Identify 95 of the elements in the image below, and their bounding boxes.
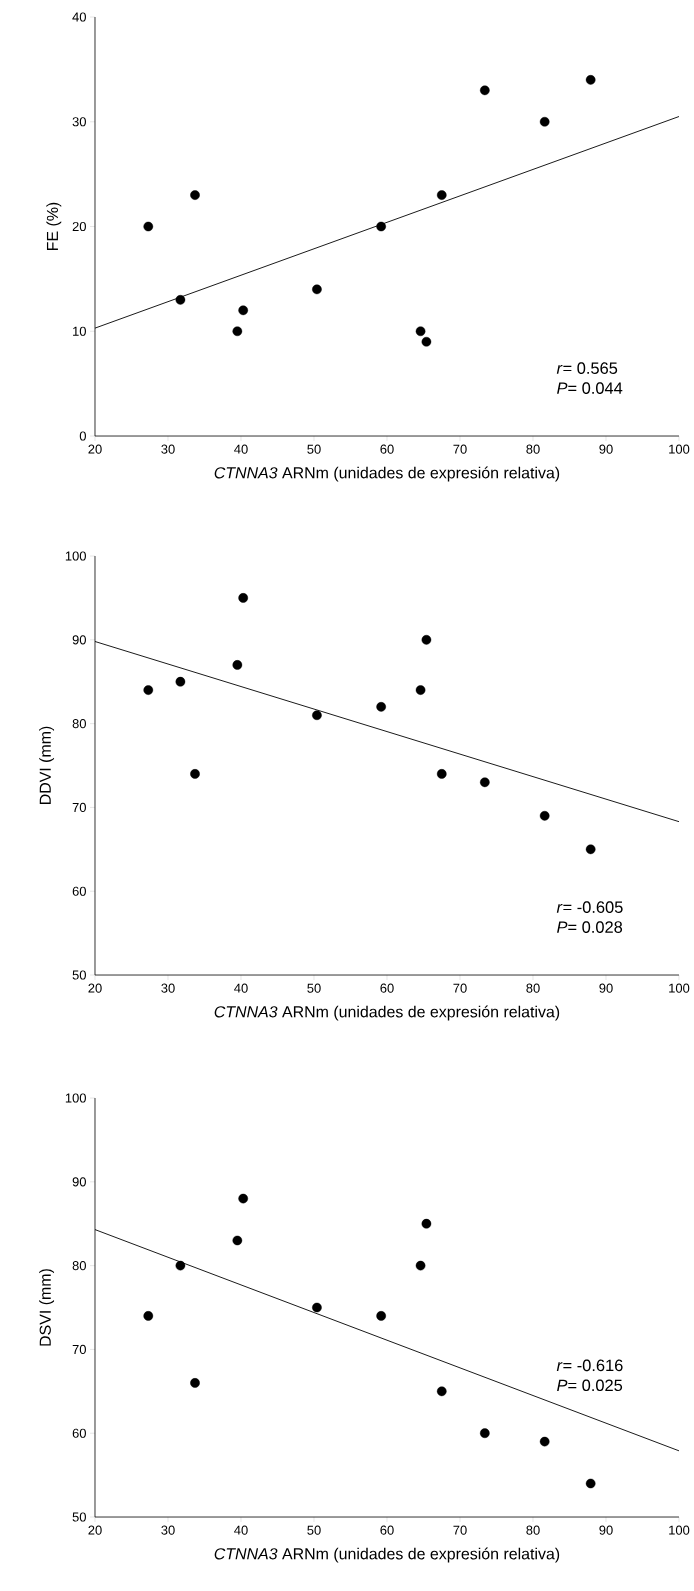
x-tick-label: 30 [161,444,175,454]
x-tick-label: 90 [599,1525,613,1535]
x-tick-label: 100 [669,444,690,454]
point [190,769,200,779]
x-tick-label: 20 [88,444,102,454]
x-tick-label: 80 [526,444,540,454]
point [539,116,550,127]
x-tick-label: 80 [526,1525,540,1535]
point [175,295,186,305]
annotation: P= 0.028 [557,921,623,933]
point [376,221,386,232]
point [232,1235,243,1246]
point [480,85,490,96]
y-tick-label: 100 [65,1093,86,1103]
point [585,1478,596,1489]
point [143,1311,154,1321]
point [480,777,490,788]
point [175,676,186,687]
annotation: r= 0.565 [556,362,618,374]
point [415,326,426,337]
y-tick-label: 90 [72,635,86,645]
y-tick-label: 0 [79,431,86,441]
point [415,1260,426,1271]
y-tick-label: 70 [72,802,86,812]
y-axis-title: DSVI (mm) [39,1269,55,1346]
y-tick-label: 40 [72,12,86,22]
x-tick-label: 80 [526,983,540,993]
x-tick-label: 30 [161,1525,175,1535]
y-axis-title: FE (%) [46,202,62,250]
x-axis-title: CTNNA3 ARNm (unidades de expresión relativa) [214,1005,560,1021]
point [585,844,596,855]
point [175,1260,186,1271]
x-tick-label: 30 [161,983,175,993]
y-axis-title: DDVI (mm) [39,726,55,805]
y-tick-label: 10 [73,326,86,336]
point [376,702,386,712]
point [421,635,432,645]
x-tick-label: 60 [380,1525,394,1535]
x-tick-label: 40 [234,1525,248,1535]
point [421,1218,432,1229]
point [585,75,596,85]
point [480,1428,490,1439]
y-tick-label: 20 [72,221,86,232]
point [415,685,426,695]
x-tick-label: 20 [88,983,102,993]
y-tick-label: 60 [72,886,86,896]
x-tick-label: 50 [307,983,321,993]
x-axis-title: CTNNA3 ARNm (unidades de expresión relativa) [214,1547,560,1563]
x-tick-label: 70 [453,983,467,993]
point [436,769,447,779]
x-tick-label: 70 [453,1525,467,1535]
point [376,1311,386,1321]
x-axis-title: CTNNA3 ARNm (unidades de expresión relativa) [214,466,560,482]
x-tick-label: 100 [669,983,690,993]
point [190,190,200,200]
point [143,221,154,232]
point [232,660,243,670]
x-tick-label: 90 [599,983,613,993]
x-tick-label: 90 [599,444,613,454]
point [238,305,248,316]
annotation: P= 0.044 [557,382,623,394]
x-tick-label: 40 [234,444,248,454]
x-tick-label: 70 [453,444,467,454]
y-tick-label: 50 [72,970,86,980]
x-tick-label: 100 [669,1525,690,1535]
point [238,593,248,603]
y-tick-label: 30 [72,117,86,127]
x-tick-label: 50 [307,1525,321,1535]
point [312,710,322,721]
x-tick-label: 40 [234,983,248,993]
point [143,685,154,695]
point [312,1302,322,1313]
point [232,326,243,337]
point [421,336,432,347]
annotation: r= -0.605 [556,901,623,913]
point [238,1193,248,1204]
y-tick-label: 80 [72,1261,86,1271]
x-tick-label: 60 [380,444,394,454]
x-tick-label: 20 [88,1525,102,1535]
y-tick-label: 90 [72,1177,86,1187]
y-tick-label: 70 [72,1344,86,1355]
annotation: P= 0.025 [557,1379,623,1392]
point [190,1378,200,1388]
x-tick-label: 50 [307,444,321,454]
point [436,190,447,200]
annotation: r= -0.616 [556,1359,623,1372]
x-tick-label: 60 [380,983,394,993]
point [312,284,322,295]
point [539,811,550,821]
y-tick-label: 60 [72,1428,86,1438]
y-tick-label: 100 [65,551,86,561]
point [436,1386,447,1397]
y-tick-label: 80 [72,719,86,729]
y-tick-label: 50 [72,1512,86,1522]
point [539,1436,550,1447]
